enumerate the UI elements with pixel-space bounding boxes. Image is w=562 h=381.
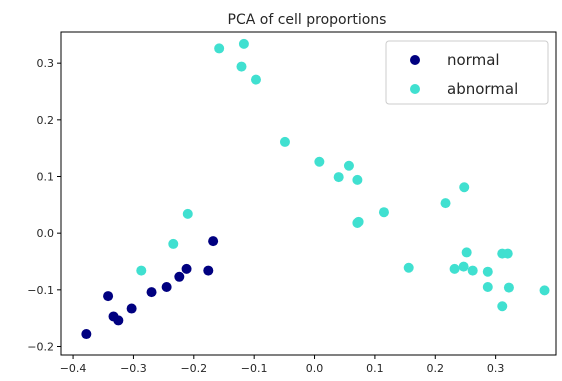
y-tick-label: −0.1 (27, 284, 54, 297)
abnormal-point (440, 198, 451, 209)
legend-label-normal: normal (447, 51, 500, 69)
y-tick-label: 0.2 (37, 114, 55, 127)
abnormal-point (461, 247, 472, 258)
y-tick-label: 0.3 (37, 57, 55, 70)
abnormal-point (168, 238, 179, 249)
normal-point (81, 329, 92, 340)
legend-marker-normal (410, 55, 420, 65)
abnormal-point (458, 261, 469, 272)
abnormal-point (182, 208, 193, 219)
normal-point (113, 315, 124, 326)
abnormal-point (136, 265, 147, 276)
x-tick-label: −0.1 (241, 362, 268, 375)
abnormal-point (502, 248, 513, 259)
normal-point (146, 287, 157, 298)
abnormal-point (449, 263, 460, 274)
abnormal-point (352, 217, 363, 228)
normal-point (174, 271, 185, 282)
y-tick-label: 0.0 (37, 227, 55, 240)
abnormal-point (238, 38, 249, 49)
y-tick-label: −0.2 (27, 341, 54, 354)
chart-title: PCA of cell proportions (228, 12, 387, 28)
abnormal-point (279, 136, 290, 147)
plot-frame (60, 31, 557, 356)
axis-ticks: −0.4 −0.3 −0.2 −0.1 0.0 0.1 0.2 0.3 −0.2 −0.1 0.0 0… (27, 57, 504, 375)
legend-marker-abnormal (410, 84, 420, 94)
abnormal-point (378, 207, 389, 218)
x-tick-label: −0.3 (120, 362, 147, 375)
normal-point (181, 263, 192, 274)
abnormal-point (314, 156, 325, 167)
normal-point (161, 282, 172, 292)
abnormal-point (467, 265, 478, 276)
x-tick-label: −0.2 (180, 362, 207, 375)
abnormal-point (482, 266, 493, 277)
normal-point (208, 236, 219, 247)
abnormal-point (459, 182, 470, 193)
legend: normal abnormal (385, 40, 549, 105)
normal-point (203, 265, 214, 276)
abnormal-point (539, 285, 550, 296)
legend-label-abnormal: abnormal (447, 80, 518, 98)
abnormal-point (214, 43, 225, 54)
x-tick-label: 0.1 (366, 362, 384, 375)
data-points (81, 38, 550, 340)
x-tick-label: −0.4 (60, 362, 87, 375)
abnormal-point (403, 262, 414, 273)
x-tick-label: 0.2 (427, 362, 445, 375)
abnormal-point (482, 282, 493, 292)
abnormal-point (352, 174, 363, 185)
abnormal-point (250, 74, 261, 85)
normal-point (103, 291, 114, 302)
legend-box (385, 40, 549, 105)
abnormal-point (503, 282, 514, 293)
normal-point (126, 303, 137, 314)
y-tick-label: 0.1 (37, 171, 55, 184)
abnormal-point (333, 172, 344, 183)
abnormal-point (343, 160, 354, 171)
x-tick-label: 0.0 (306, 362, 324, 375)
abnormal-point (497, 301, 508, 312)
abnormal-point (236, 61, 247, 72)
x-tick-label: 0.3 (487, 362, 505, 375)
